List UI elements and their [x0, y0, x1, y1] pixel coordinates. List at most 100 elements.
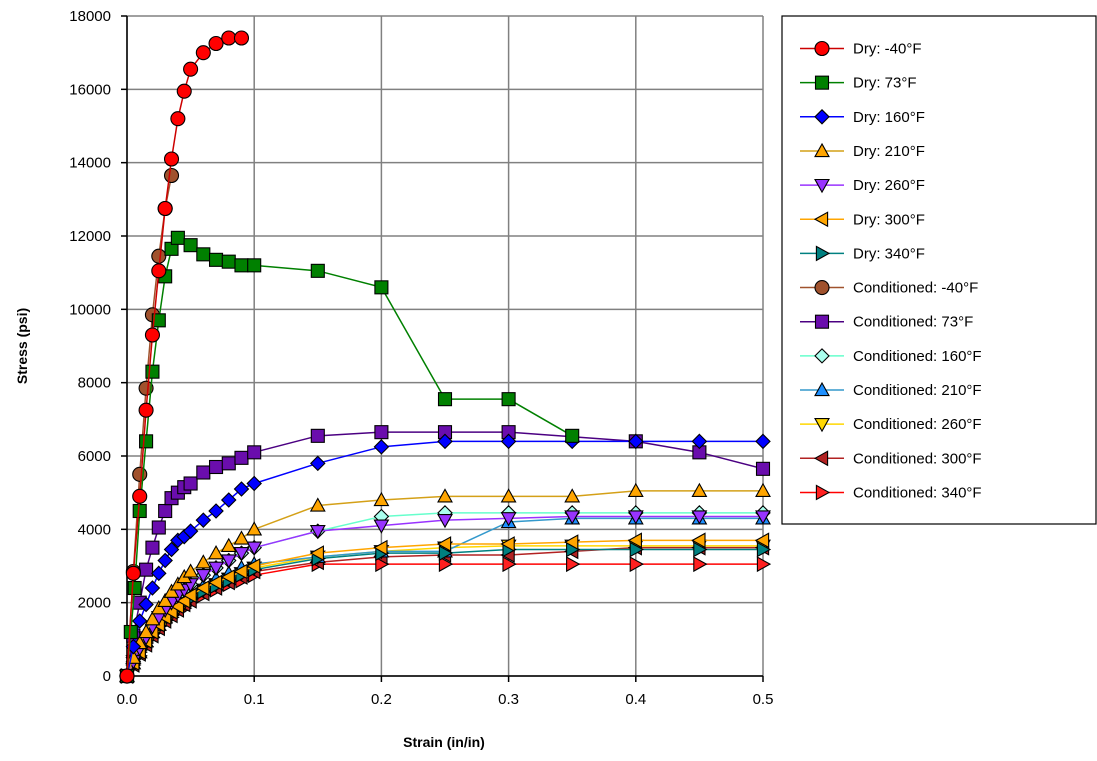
legend-item: Dry: 340°F [800, 245, 925, 262]
data-point [373, 539, 388, 556]
data-point [139, 434, 154, 449]
data-point [196, 465, 211, 480]
data-point [233, 481, 250, 497]
legend-item: Conditioned: 73°F [800, 314, 973, 331]
data-point [310, 455, 326, 472]
series-0 [119, 30, 250, 684]
legend-label: Dry: 160°F [853, 109, 925, 126]
data-point [502, 556, 517, 573]
data-point [234, 450, 249, 465]
legend-label: Conditioned: 160°F [853, 348, 982, 365]
data-point [150, 600, 167, 615]
legend-swatch-marker [814, 142, 830, 158]
data-point [170, 111, 186, 127]
data-point [183, 476, 198, 491]
data-point [755, 482, 771, 497]
data-point [754, 532, 770, 549]
data-point [628, 433, 644, 450]
series-line [126, 512, 763, 677]
data-point [131, 613, 148, 629]
data-point [125, 565, 141, 581]
x-tick-label: 0.3 [498, 691, 519, 708]
data-point [151, 248, 167, 264]
data-point [132, 503, 147, 519]
data-point [132, 488, 148, 504]
legend-box [781, 15, 1097, 525]
legend-label: Dry: 260°F [853, 177, 925, 194]
y-tick-label: 2000 [78, 595, 111, 612]
data-point [157, 200, 173, 217]
data-point [374, 425, 389, 440]
data-point [691, 510, 708, 525]
data-point [158, 503, 173, 519]
data-point [247, 258, 262, 273]
data-point [501, 392, 516, 407]
legend-label: Conditioned: 73°F [853, 314, 973, 331]
data-point [438, 556, 454, 573]
data-point [221, 254, 236, 269]
data-point [195, 554, 212, 569]
data-point [247, 445, 262, 460]
data-point [310, 263, 325, 278]
data-point [755, 461, 771, 476]
legend-item: Conditioned: 160°F [800, 348, 982, 365]
legend-label: Conditioned: 260°F [853, 416, 982, 433]
legend-swatch-marker [814, 75, 830, 90]
data-point [373, 491, 390, 507]
data-point [157, 592, 174, 607]
legend-label: Conditioned: 300°F [853, 450, 982, 467]
legend-item: Dry: 300°F [800, 211, 925, 228]
data-point [220, 537, 237, 552]
data-point [310, 428, 325, 443]
legend-label: Conditioned: -40°F [853, 280, 978, 297]
data-point [374, 280, 389, 295]
data-point [144, 580, 161, 596]
data-point [145, 364, 160, 379]
legend-swatch-marker [815, 245, 831, 262]
legend-item: Conditioned: -40°F [800, 280, 978, 297]
data-point [208, 35, 224, 52]
series-9 [119, 505, 771, 684]
y-axis-title: Stress (psi) [14, 308, 30, 384]
data-point [500, 433, 517, 450]
data-point [221, 30, 237, 46]
data-point [144, 611, 161, 626]
legend-swatch-marker [814, 417, 830, 433]
series-line [126, 236, 573, 677]
legend-label: Conditioned: 340°F [853, 484, 982, 501]
data-point [233, 530, 250, 545]
y-axis-ticks: 0 2000 4000 6000 8000 10000 12000 14000 16000 180… [69, 8, 111, 685]
legend-swatch-marker [815, 484, 831, 501]
data-point [691, 482, 708, 497]
data-point [208, 459, 224, 475]
data-point [163, 151, 180, 167]
legend-swatch-marker [814, 279, 830, 296]
legend-label: Dry: 210°F [853, 143, 925, 160]
data-point [123, 624, 138, 640]
series-4 [119, 510, 771, 685]
y-tick-label: 16000 [69, 81, 111, 98]
legend-item: Conditioned: 210°F [800, 381, 982, 399]
data-point [246, 475, 262, 492]
data-point [183, 238, 198, 253]
y-tick-label: 6000 [78, 448, 111, 465]
data-point [182, 523, 199, 539]
data-point [196, 247, 211, 262]
data-point [138, 380, 154, 396]
y-tick-label: 4000 [78, 521, 111, 538]
y-tick-label: 14000 [69, 155, 111, 172]
legend-swatch-marker [814, 381, 830, 397]
data-point [500, 512, 517, 527]
data-point [151, 263, 167, 279]
y-tick-label: 10000 [69, 301, 111, 318]
legend-swatch-marker [814, 348, 830, 364]
data-point [437, 514, 453, 529]
y-tick-label: 0 [103, 668, 111, 685]
data-point [151, 313, 166, 328]
legend-swatch-marker [814, 314, 830, 329]
legend-item: Dry: 160°F [800, 109, 925, 126]
y-tick-label: 12000 [69, 228, 111, 245]
data-point [627, 482, 644, 497]
data-point [183, 61, 199, 77]
data-point [145, 540, 160, 555]
